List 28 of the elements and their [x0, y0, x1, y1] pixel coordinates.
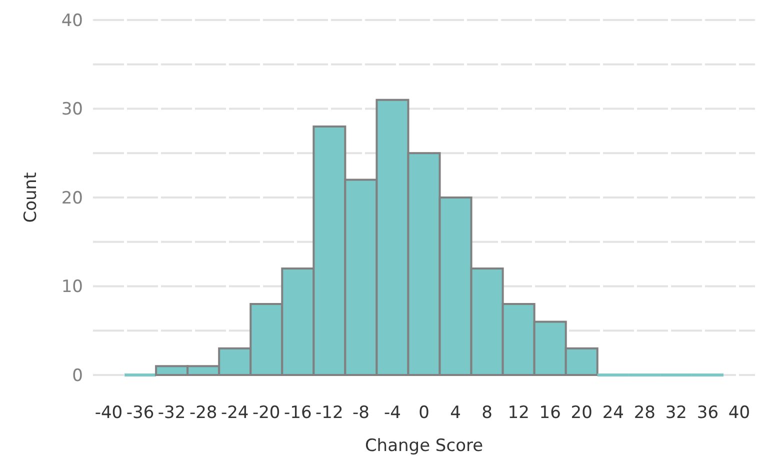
y-tick-label: 40 [61, 10, 83, 31]
x-tick-label: -4 [384, 403, 401, 423]
y-tick-label: 30 [61, 100, 83, 120]
x-tick-label: -20 [252, 403, 280, 423]
x-tick-label: 20 [570, 403, 592, 423]
y-tick-label: 0 [72, 366, 83, 386]
x-tick-label: -16 [284, 403, 312, 423]
x-axis-title: Change Score [364, 436, 484, 456]
x-tick-label: 0 [418, 403, 430, 423]
x-tick-label: -40 [94, 403, 123, 423]
y-tick-label: 10 [61, 277, 83, 298]
x-tick-label: -36 [126, 403, 154, 423]
x-tick-label: 8 [482, 403, 492, 423]
x-tick-label: -24 [220, 403, 249, 423]
x-tick-label: -28 [189, 403, 218, 423]
x-tick-label: 36 [696, 403, 719, 423]
x-tick-label: 40 [728, 403, 750, 423]
x-tick-label: -32 [158, 403, 186, 423]
y-axis-title: Count [21, 172, 41, 223]
x-tick-label: 24 [602, 403, 624, 423]
x-tick-label: 16 [539, 403, 561, 423]
x-tick-label: 28 [634, 403, 656, 423]
x-tick-label: 4 [450, 403, 461, 423]
x-tick-label: -12 [316, 403, 344, 423]
y-tick-label: 20 [61, 188, 83, 208]
x-tick-label: 12 [508, 403, 530, 423]
x-tick-label: 32 [665, 403, 688, 423]
x-tick-label: -8 [352, 403, 370, 423]
